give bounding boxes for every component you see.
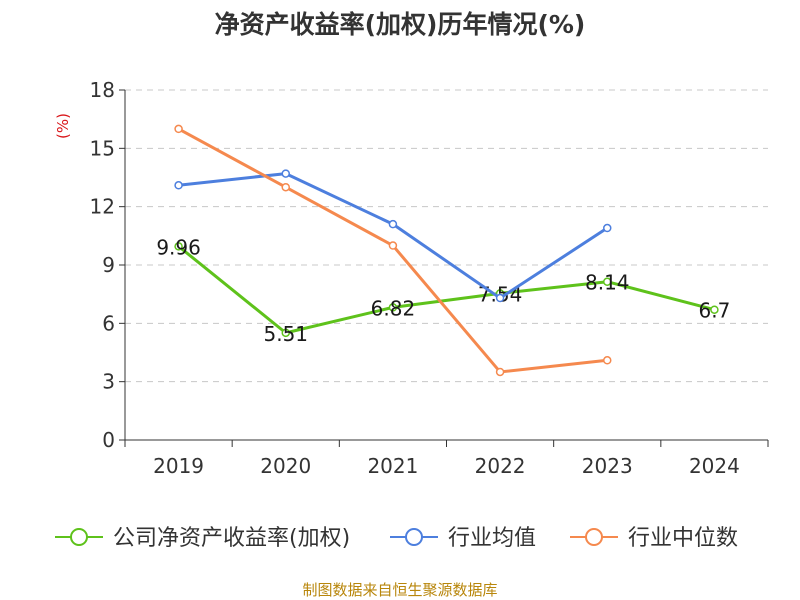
series-line-1 <box>178 172 609 300</box>
data-point <box>495 293 505 303</box>
data-point <box>281 328 290 338</box>
y-tick-label: 18 <box>90 78 115 102</box>
source-footer: 制图数据来自恒生聚源数据库 <box>302 581 497 599</box>
x-tick-label: 2021 <box>367 454 418 478</box>
axes: 0 3 6 9 12 15 18 2019 2020 2021 2022 2023 2024 <box>90 78 769 478</box>
data-point <box>281 169 290 178</box>
data-label: 5.51 <box>263 322 308 346</box>
y-tick-label: 15 <box>90 136 115 160</box>
data-point <box>174 242 183 251</box>
legend-marker-1 <box>405 528 423 546</box>
x-tick-label: 2020 <box>260 454 311 478</box>
legend-marker-0 <box>70 528 88 546</box>
x-tick-label: 2022 <box>475 454 526 478</box>
legend-label: 公司净资产收益率(加权) <box>113 526 350 551</box>
y-tick-label: 0 <box>102 428 115 452</box>
data-point <box>710 305 719 314</box>
chart-title: 净资产收益率(加权)历年情况(%) <box>215 10 586 39</box>
data-point <box>388 219 398 229</box>
data-label: 6.82 <box>371 296 416 320</box>
data-point <box>388 241 398 250</box>
legend: 公司净资产收益率(加权) 行业均值 行业中位数 <box>55 526 738 551</box>
y-tick-label: 6 <box>102 311 115 335</box>
legend-label: 行业中位数 <box>628 526 738 551</box>
legend-label: 行业均值 <box>448 526 536 551</box>
x-tick-label: 2023 <box>582 454 633 478</box>
data-point <box>603 277 612 286</box>
data-point <box>388 303 398 312</box>
data-point <box>603 223 612 233</box>
grid-lines <box>125 89 768 383</box>
y-tick-label: 9 <box>102 253 115 277</box>
series-line-0 <box>177 245 715 335</box>
series-line-2 <box>177 127 608 374</box>
data-point <box>603 356 612 365</box>
data-point <box>174 181 183 190</box>
y-tick-label: 3 <box>102 370 115 394</box>
legend-marker-2 <box>585 528 603 546</box>
y-tick-label: 12 <box>90 195 115 219</box>
data-label: 6.7 <box>699 299 731 323</box>
data-point <box>174 124 183 134</box>
series-group: 9.965.516.827.548.146.7 <box>156 124 731 377</box>
x-tick-label: 2024 <box>689 454 740 478</box>
data-point <box>281 182 290 192</box>
data-point <box>495 367 505 377</box>
x-tick-label: 2019 <box>153 454 204 478</box>
y-axis-label: (%) <box>54 113 72 139</box>
data-label: 8.14 <box>585 271 630 295</box>
data-label: 9.96 <box>156 235 201 259</box>
